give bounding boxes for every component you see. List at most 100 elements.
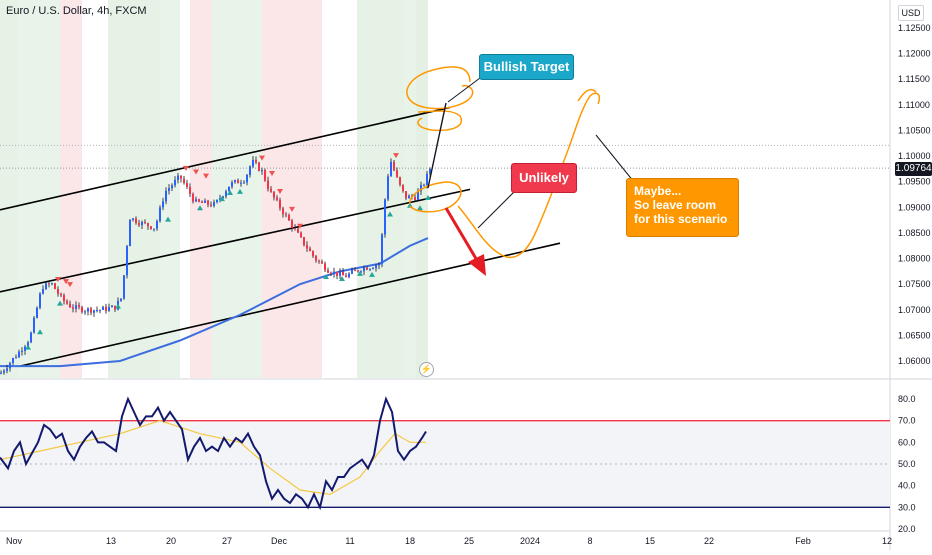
time-tick-label: 20 — [166, 536, 176, 546]
candle-body — [276, 197, 278, 200]
projection-line[interactable] — [427, 102, 447, 189]
target-ellipse-lower[interactable] — [417, 110, 463, 132]
session-band — [108, 0, 160, 378]
candle-body — [312, 251, 314, 257]
candle-body — [342, 271, 344, 276]
candle-body — [324, 263, 326, 271]
price-tick-label: 1.09500 — [898, 177, 931, 187]
candle-body — [369, 268, 371, 270]
price-tick-label: 1.09000 — [898, 202, 931, 212]
candle-body — [150, 226, 152, 229]
candle-body — [363, 267, 365, 272]
candle-body — [87, 308, 89, 312]
candle-body — [336, 271, 338, 276]
buy-signal-icon — [417, 205, 423, 211]
candle-body — [111, 305, 113, 308]
lightning-icon[interactable]: ⚡ — [419, 362, 434, 377]
rsi-tick-label: 80.0 — [898, 394, 916, 404]
candle-body — [144, 221, 146, 224]
candle-body — [309, 248, 311, 252]
buy-signal-icon — [227, 189, 233, 195]
candle-body — [429, 168, 431, 174]
time-tick-label: 22 — [704, 536, 714, 546]
callout-bullish-target[interactable]: Bullish Target — [479, 54, 574, 80]
channel-line-3[interactable] — [19, 242, 561, 367]
candle-body — [183, 178, 185, 184]
candle-body — [63, 295, 65, 302]
time-tick-label: 13 — [106, 536, 116, 546]
candle-body — [270, 188, 272, 192]
price-tick-label: 1.11500 — [898, 74, 930, 84]
candle-body — [3, 370, 5, 373]
candle-body — [108, 307, 110, 311]
candle-body — [210, 204, 212, 206]
buy-signal-icon — [387, 211, 393, 217]
candle-body — [126, 246, 128, 276]
candle-body — [42, 289, 44, 294]
candle-body — [300, 232, 302, 238]
buy-signal-icon — [219, 196, 225, 202]
candle-body — [393, 161, 395, 171]
time-tick-label: 2024 — [520, 536, 540, 546]
candle-body — [156, 220, 158, 229]
channel-line-2[interactable] — [0, 188, 471, 293]
buy-signal-icon — [25, 344, 31, 350]
target-ellipse[interactable] — [406, 66, 474, 110]
candle-body — [162, 201, 164, 208]
candle-body — [24, 346, 26, 351]
session-band — [404, 0, 416, 378]
candle-body — [384, 199, 386, 235]
candle-body — [21, 350, 23, 352]
sell-signal-icon — [203, 173, 209, 179]
candle-body — [249, 166, 251, 175]
channel-line-1[interactable] — [0, 106, 451, 211]
candle-body — [399, 177, 401, 185]
support-ellipse[interactable] — [409, 181, 462, 213]
callout-unlikely[interactable]: Unlikely — [511, 163, 577, 193]
candle-body — [141, 221, 143, 226]
rsi-signal-line — [0, 420, 426, 495]
candle-body — [288, 215, 290, 221]
callout-maybe-line-1: Maybe... — [634, 184, 682, 198]
price-tick-label: 1.08000 — [898, 254, 931, 264]
time-tick-label: 27 — [222, 536, 232, 546]
price-tick-label: 1.10000 — [898, 151, 931, 161]
bearish-arrow-head — [468, 254, 486, 276]
maybe-callout-connector — [595, 134, 635, 183]
session-band — [357, 0, 404, 378]
candle-body — [36, 307, 38, 318]
sell-signal-icon — [259, 155, 265, 161]
rsi-tick-label: 30.0 — [898, 502, 916, 512]
candle-body — [423, 184, 425, 186]
candle-body — [123, 275, 125, 299]
price-tick-label: 1.11000 — [898, 100, 930, 110]
buy-signal-icon — [407, 202, 413, 208]
buy-signal-icon — [57, 300, 63, 306]
callout-maybe-line-3: for this scenario — [634, 212, 728, 226]
candle-body — [273, 191, 275, 198]
candle-body — [426, 173, 428, 185]
session-band — [18, 0, 60, 378]
callout-maybe[interactable]: Maybe... So leave room for this scenario — [626, 178, 739, 237]
time-tick-label: 25 — [464, 536, 474, 546]
candle-body — [177, 175, 179, 180]
sell-signal-icon — [55, 277, 61, 283]
currency-label[interactable]: USD — [898, 5, 924, 21]
candle-body — [414, 197, 416, 201]
sell-signal-icon — [63, 279, 69, 285]
candle-body — [402, 184, 404, 192]
rsi-tick-label: 70.0 — [898, 416, 916, 426]
candle-body — [375, 265, 377, 269]
scenario-arrow-head — [577, 88, 597, 102]
candle-body — [357, 270, 359, 272]
candle-body — [60, 293, 62, 296]
scenario-path[interactable] — [457, 92, 601, 259]
candle-body — [45, 283, 47, 290]
candle-body — [321, 261, 323, 264]
candle-body — [48, 283, 50, 285]
candle-body — [240, 182, 242, 184]
candle-body — [297, 228, 299, 233]
candle-body — [186, 183, 188, 187]
candle-body — [180, 175, 182, 179]
